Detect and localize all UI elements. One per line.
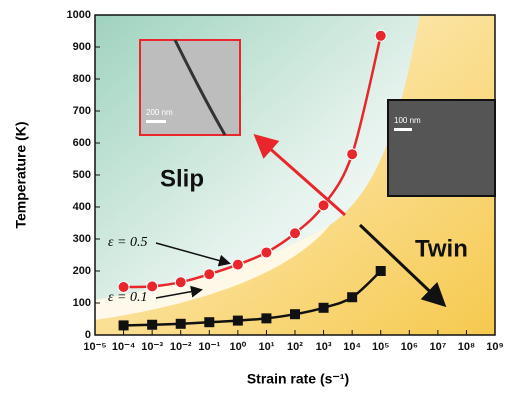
point <box>319 303 329 313</box>
inset-twin-image <box>388 100 495 196</box>
x-tick-label: 10⁸ <box>458 341 475 353</box>
y-tick-label: 200 <box>73 265 91 277</box>
x-tick-label: 10⁷ <box>429 341 446 353</box>
point <box>290 309 300 319</box>
point <box>261 247 272 258</box>
y-tick-label: 100 <box>73 297 91 309</box>
x-tick-label: 10⁻³ <box>141 341 163 353</box>
y-axis-title: Temperature (K) <box>13 121 29 228</box>
point <box>233 316 243 326</box>
y-tick-label: 1000 <box>67 9 91 21</box>
point <box>347 149 358 160</box>
series-label: ε = 0.5 <box>108 235 147 250</box>
x-tick-label: 10⁴ <box>343 341 361 353</box>
x-tick-label: 10¹ <box>258 341 274 353</box>
point <box>204 317 214 327</box>
point <box>176 319 186 329</box>
y-tick-label: 500 <box>73 169 91 181</box>
point <box>347 292 357 302</box>
y-tick-label: 900 <box>73 41 91 53</box>
point <box>204 269 215 280</box>
x-tick-label: 10³ <box>316 341 332 353</box>
scale-bar <box>146 120 166 123</box>
point <box>232 259 243 270</box>
y-tick-label: 0 <box>85 329 91 341</box>
x-axis-title: Strain rate (s⁻¹) <box>247 371 349 387</box>
scale-bar <box>394 128 412 131</box>
y-tick-label: 800 <box>73 73 91 85</box>
x-tick-label: 10² <box>287 341 303 353</box>
slip-label: Slip <box>160 165 204 192</box>
y-tick-label: 700 <box>73 105 91 117</box>
scale-label: 200 nm <box>146 108 173 117</box>
x-tick-label: 10⁰ <box>230 341 247 353</box>
series-label: ε = 0.1 <box>108 290 147 305</box>
point <box>147 320 157 330</box>
x-tick-label: 10⁻¹ <box>198 341 220 353</box>
x-tick-label: 10⁻⁵ <box>83 341 106 353</box>
scale-label: 100 nm <box>394 116 421 125</box>
x-tick-label: 10⁶ <box>401 341 418 353</box>
x-tick-label: 10⁻² <box>170 341 192 353</box>
x-tick-label: 10⁹ <box>486 341 503 353</box>
x-tick-label: 10⁵ <box>372 341 389 353</box>
point <box>119 320 129 330</box>
point <box>376 266 386 276</box>
point <box>175 277 186 288</box>
chart: 200 nm 100 nm Slip Twin Strain rate (s⁻¹… <box>0 0 511 401</box>
point <box>290 228 301 239</box>
x-tick-label: 10⁻⁴ <box>112 341 135 353</box>
point <box>147 281 158 292</box>
twin-label: Twin <box>415 235 468 262</box>
point <box>375 30 386 41</box>
point <box>318 200 329 211</box>
y-tick-label: 400 <box>73 201 91 213</box>
y-tick-label: 600 <box>73 137 91 149</box>
point <box>261 313 271 323</box>
y-tick-label: 300 <box>73 233 91 245</box>
